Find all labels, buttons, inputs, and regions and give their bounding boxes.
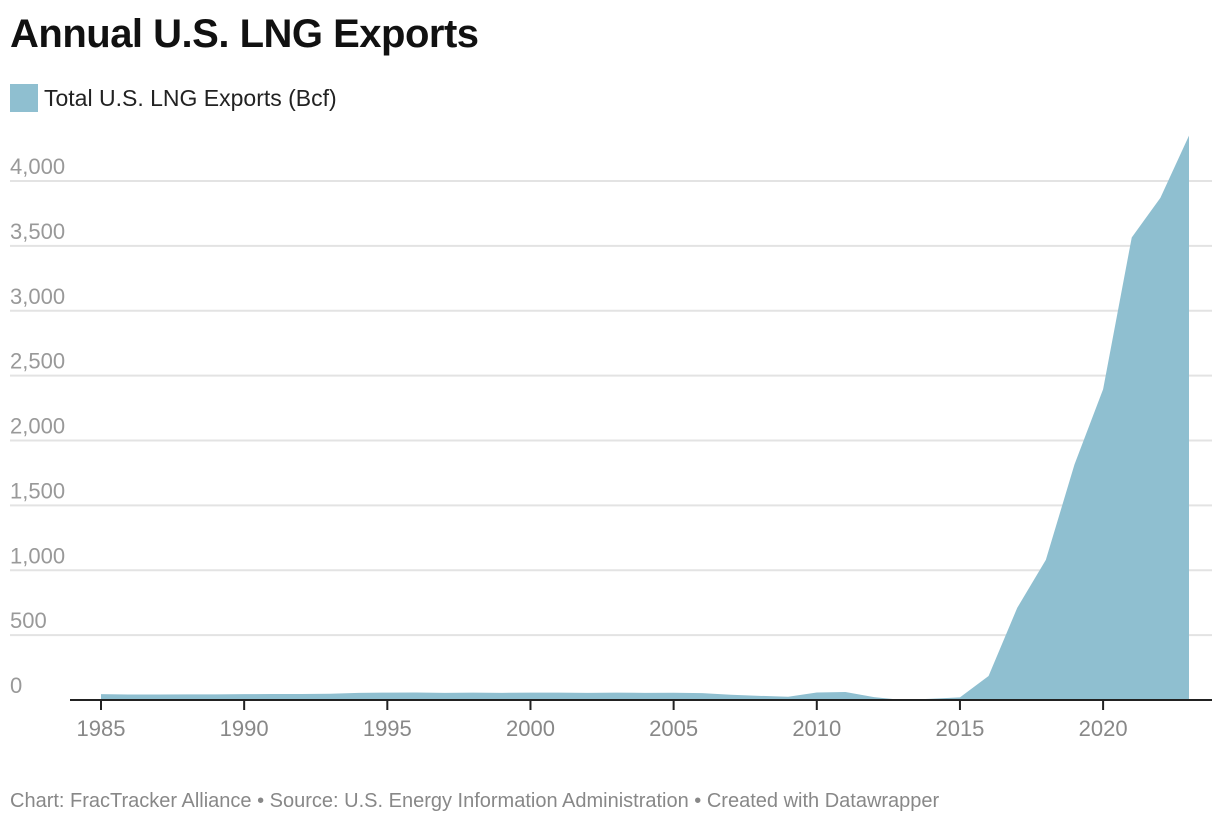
- x-tick-label: 2015: [935, 716, 984, 741]
- legend-label: Total U.S. LNG Exports (Bcf): [44, 84, 337, 111]
- y-tick-label: 4,000: [10, 154, 65, 179]
- chart-area: 0 500 1,000 1,500 2,000 2,500 3,000 3,500 4,000 1…: [10, 135, 1212, 741]
- x-tick-label: 1990: [220, 716, 269, 741]
- area-series: [101, 135, 1189, 700]
- y-tick-label: 0: [10, 673, 22, 698]
- chart-title: Annual U.S. LNG Exports: [10, 12, 479, 56]
- footer-credits: Chart: FracTracker Alliance • Source: U.…: [10, 790, 940, 812]
- y-tick-label: 2,500: [10, 349, 65, 374]
- y-tick-label: 500: [10, 608, 47, 633]
- x-tick-label: 2010: [792, 716, 841, 741]
- x-tick-label: 1995: [363, 716, 412, 741]
- y-tick-label: 1,500: [10, 478, 65, 503]
- x-tick-label: 2005: [649, 716, 698, 741]
- y-tick-label: 3,000: [10, 284, 65, 309]
- y-tick-label: 2,000: [10, 414, 65, 439]
- legend-swatch: [10, 84, 38, 112]
- y-tick-label: 1,000: [10, 543, 65, 568]
- x-tick-label: 2000: [506, 716, 555, 741]
- x-tick-label: 1985: [77, 716, 126, 741]
- y-tick-label: 3,500: [10, 219, 65, 244]
- legend: Total U.S. LNG Exports (Bcf): [10, 84, 337, 112]
- x-tick-label: 2020: [1079, 716, 1128, 741]
